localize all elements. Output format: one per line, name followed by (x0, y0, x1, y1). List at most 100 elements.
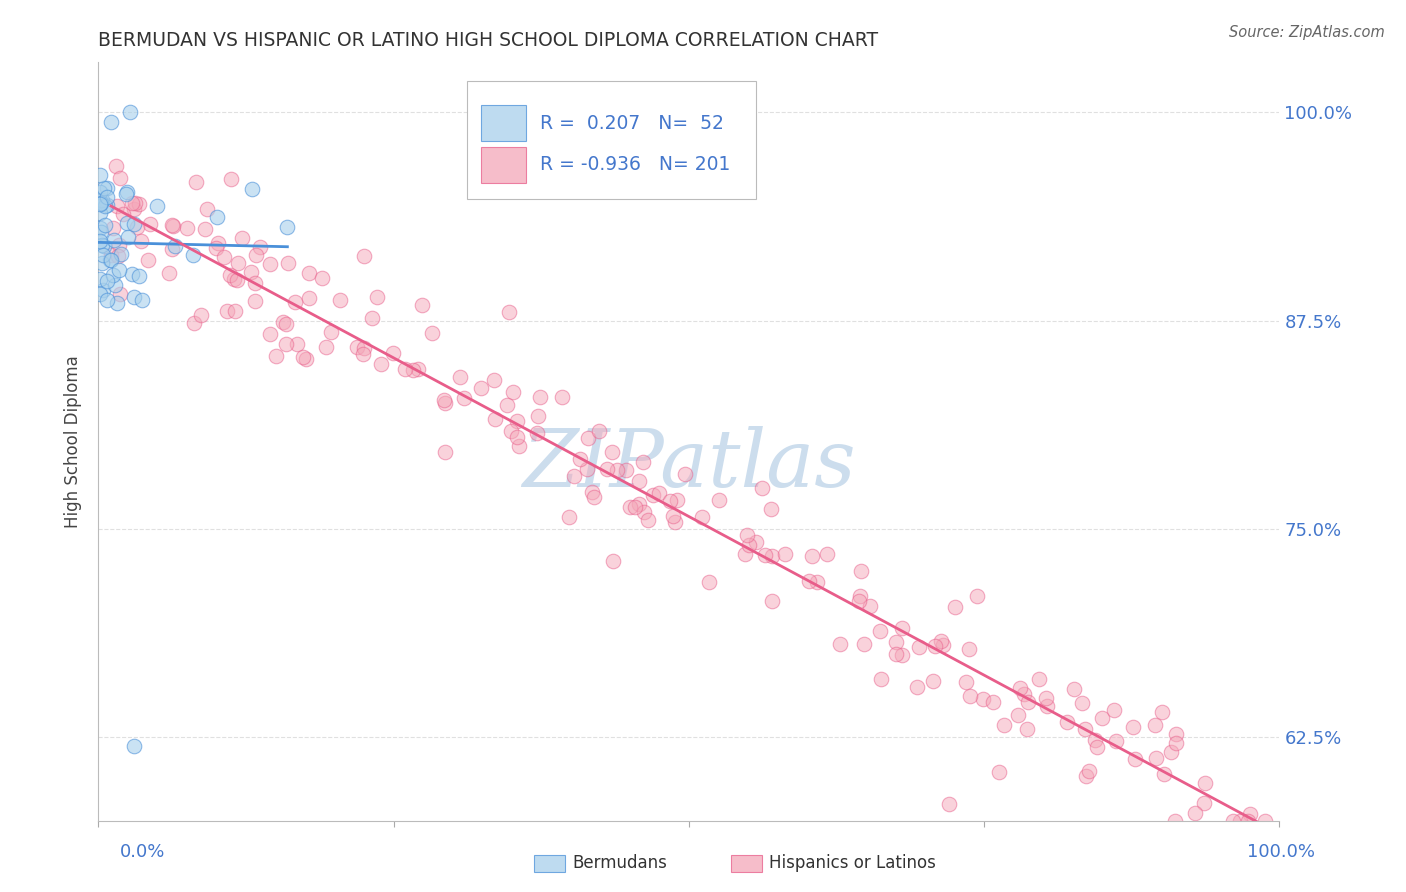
Point (801, 549, 824, 563)
Point (1229, 814, 1251, 828)
Point (121, 195, 143, 210)
Point (754, 549, 776, 563)
Point (605, 463, 627, 477)
Point (1010, 681, 1032, 696)
Point (1078, 764, 1101, 778)
Point (117, 229, 139, 244)
Point (100, 252, 122, 267)
Point (508, 439, 530, 453)
Point (627, 474, 650, 488)
Point (96, 180, 118, 194)
Point (886, 634, 908, 648)
Point (105, 199, 128, 213)
Point (1222, 814, 1244, 828)
Point (562, 469, 585, 483)
Point (89, 286, 111, 301)
Point (204, 241, 226, 255)
Point (212, 250, 235, 264)
Point (959, 641, 981, 656)
Point (664, 515, 686, 529)
Point (122, 217, 145, 231)
Point (738, 538, 761, 552)
Point (929, 634, 952, 648)
Point (745, 535, 768, 549)
Point (249, 239, 271, 253)
Point (222, 271, 245, 285)
Point (890, 648, 912, 662)
Point (773, 547, 796, 561)
FancyBboxPatch shape (481, 105, 526, 141)
Point (245, 277, 267, 291)
Point (329, 293, 352, 307)
Point (1122, 720, 1144, 734)
Point (259, 257, 281, 271)
Point (959, 689, 981, 703)
Point (470, 381, 492, 395)
Point (848, 593, 870, 607)
Text: R = -0.936   N= 201: R = -0.936 N= 201 (540, 155, 731, 174)
Point (298, 291, 321, 305)
Point (501, 424, 523, 438)
Point (484, 412, 506, 426)
Point (648, 485, 671, 500)
Point (955, 674, 977, 689)
Point (1164, 727, 1187, 741)
Point (1035, 691, 1057, 706)
Point (797, 574, 820, 589)
Point (619, 500, 641, 514)
Point (1083, 732, 1105, 747)
Point (295, 351, 318, 366)
Point (972, 692, 994, 706)
Point (761, 502, 783, 516)
Point (1184, 806, 1206, 821)
Point (361, 311, 384, 326)
Point (641, 488, 664, 502)
Point (194, 222, 217, 236)
Point (89, 194, 111, 208)
Point (673, 467, 696, 482)
Point (849, 590, 872, 604)
Point (502, 385, 524, 400)
Point (496, 398, 519, 412)
Text: BERMUDAN VS HISPANIC OR LATINO HIGH SCHOOL DIPLOMA CORRELATION CHART: BERMUDAN VS HISPANIC OR LATINO HIGH SCHO… (98, 30, 879, 50)
Point (633, 505, 655, 519)
Point (849, 565, 872, 579)
Point (1143, 718, 1166, 732)
Point (551, 390, 574, 404)
Point (243, 293, 266, 308)
Point (259, 326, 281, 341)
FancyBboxPatch shape (467, 81, 756, 199)
Point (558, 510, 581, 524)
Point (433, 445, 456, 459)
Point (401, 363, 423, 377)
Text: R =  0.207   N=  52: R = 0.207 N= 52 (540, 113, 724, 133)
Point (90, 193, 112, 207)
Point (815, 547, 838, 561)
Point (114, 186, 136, 201)
Point (89, 234, 111, 248)
Point (176, 221, 198, 235)
Point (274, 317, 297, 331)
Point (221, 171, 243, 186)
Point (1056, 715, 1078, 730)
Point (1015, 722, 1038, 736)
Point (588, 424, 610, 438)
Point (707, 492, 730, 507)
Point (581, 485, 603, 500)
Point (107, 249, 129, 263)
Point (981, 695, 1004, 709)
Point (1153, 766, 1175, 780)
Point (128, 197, 150, 211)
Point (697, 574, 720, 589)
Point (225, 273, 247, 287)
Point (1123, 752, 1146, 766)
Point (89, 195, 111, 210)
Text: ZIPatlas: ZIPatlas (522, 425, 856, 503)
Point (112, 207, 135, 221)
Point (190, 309, 212, 323)
Point (207, 235, 229, 250)
Point (120, 105, 142, 120)
Point (121, 267, 143, 281)
Point (115, 216, 138, 230)
Point (966, 589, 988, 603)
